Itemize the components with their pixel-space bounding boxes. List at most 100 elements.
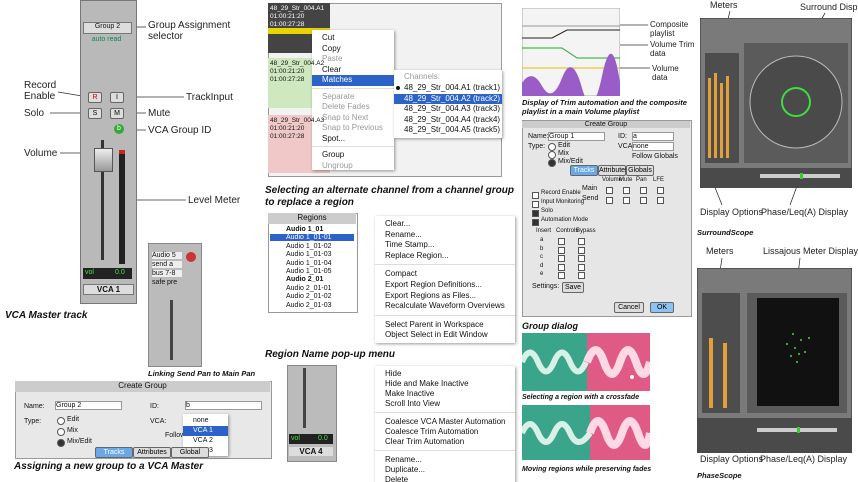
vca-option[interactable]: VCA 2 bbox=[193, 437, 213, 444]
channel-item[interactable]: 48_29_Str_004.A3 (track3) bbox=[404, 104, 501, 113]
tab[interactable]: Globals bbox=[626, 165, 654, 176]
menu-item[interactable]: Export Regions as Files... bbox=[385, 290, 477, 300]
menu-item[interactable]: Clear bbox=[322, 64, 342, 74]
menu-item[interactable]: Time Stamp... bbox=[385, 240, 435, 250]
menu-item[interactable]: Group bbox=[322, 150, 345, 159]
regions-header[interactable]: Regions bbox=[268, 213, 356, 224]
region-item[interactable]: Audio 1_01-04 bbox=[286, 259, 332, 267]
checkbox[interactable] bbox=[578, 238, 585, 245]
checkbox[interactable] bbox=[532, 219, 539, 226]
menu-item[interactable]: Matches bbox=[312, 75, 394, 86]
menu-item[interactable]: Ungroup bbox=[322, 160, 353, 170]
checkbox[interactable] bbox=[558, 255, 565, 262]
menu-item[interactable]: Rename... bbox=[385, 455, 422, 464]
radio[interactable] bbox=[548, 159, 556, 167]
menu-item[interactable]: Copy bbox=[322, 43, 341, 53]
record-button[interactable]: R bbox=[88, 92, 102, 103]
menu-item[interactable]: Select Parent in Workspace bbox=[385, 319, 484, 329]
checkbox[interactable] bbox=[558, 246, 565, 254]
checkbox[interactable] bbox=[558, 272, 565, 279]
menu-item[interactable]: Snap to Previous bbox=[322, 123, 383, 132]
menu-item[interactable]: Spot... bbox=[322, 133, 346, 143]
menu-item[interactable]: Scroll Into View bbox=[385, 399, 440, 408]
checkbox[interactable] bbox=[623, 187, 630, 194]
checkbox[interactable] bbox=[606, 187, 613, 194]
checkbox[interactable] bbox=[623, 197, 630, 204]
vca-option[interactable]: none bbox=[193, 417, 209, 424]
menu-item[interactable]: Coalesce VCA Master Automation bbox=[385, 417, 506, 426]
id-field[interactable]: b bbox=[185, 401, 262, 410]
radio[interactable] bbox=[57, 439, 65, 447]
checkbox[interactable] bbox=[578, 255, 585, 262]
region-item[interactable]: Audio 2_01 bbox=[286, 276, 324, 284]
menu-item[interactable]: Cut bbox=[322, 33, 335, 42]
save-button[interactable]: Save bbox=[562, 282, 584, 293]
channel-item[interactable]: 48_29_Str_004.A5 (track5) bbox=[404, 125, 501, 134]
radio[interactable] bbox=[548, 151, 556, 159]
checkbox[interactable] bbox=[578, 272, 585, 279]
menu-item[interactable]: Hide bbox=[385, 369, 402, 378]
menu-item[interactable]: Separate bbox=[322, 91, 355, 101]
menu-item[interactable]: Paste bbox=[322, 54, 343, 63]
checkbox[interactable] bbox=[532, 192, 539, 199]
radio[interactable] bbox=[57, 428, 65, 436]
region-item[interactable]: Audio 1_01 bbox=[286, 226, 324, 233]
tab[interactable]: Global bbox=[171, 447, 209, 458]
vca-field[interactable]: none bbox=[632, 142, 674, 151]
tab[interactable]: Attributes bbox=[133, 447, 171, 458]
menu-item[interactable]: Replace Region... bbox=[385, 250, 449, 260]
menu-item[interactable]: Make Inactive bbox=[385, 389, 435, 398]
region-item[interactable]: Audio 2_01-01 bbox=[286, 284, 332, 292]
menu-item[interactable]: Duplicate... bbox=[385, 465, 426, 474]
checkbox[interactable] bbox=[657, 197, 664, 204]
checkbox[interactable] bbox=[578, 246, 585, 254]
region-item[interactable]: Audio 1_01-01 bbox=[270, 234, 354, 242]
channel-item[interactable]: 48_29_Str_004.A4 (track4) bbox=[404, 114, 501, 124]
region-item[interactable]: Audio 2_01-03 bbox=[286, 301, 332, 309]
menu-item[interactable]: Export Region Definitions... bbox=[385, 280, 482, 289]
fader-cap[interactable] bbox=[94, 148, 113, 172]
checkbox[interactable] bbox=[640, 197, 647, 204]
region-item[interactable]: Audio 1_01-05 bbox=[286, 268, 332, 275]
tab[interactable]: Tracks bbox=[570, 165, 598, 176]
pre[interactable]: pre bbox=[167, 279, 178, 286]
automation-mode[interactable]: auto read bbox=[91, 36, 122, 43]
menu-item[interactable]: Compact bbox=[385, 269, 418, 279]
solo-button[interactable]: S bbox=[88, 108, 102, 119]
ok-button[interactable]: OK bbox=[650, 302, 674, 313]
menu-item[interactable]: Coalesce Trim Automation bbox=[385, 427, 479, 436]
mute-button[interactable]: M bbox=[110, 108, 124, 119]
safe[interactable]: safe bbox=[152, 279, 166, 286]
name-field[interactable]: Group 1 bbox=[548, 132, 605, 141]
checkbox[interactable] bbox=[532, 210, 539, 217]
tab[interactable]: Attributes bbox=[598, 165, 629, 176]
channel-item[interactable]: 48_29_Str_004.A2 (track2) bbox=[394, 93, 502, 104]
radio[interactable] bbox=[548, 143, 556, 151]
region-item[interactable]: Audio 1_01-03 bbox=[286, 251, 332, 259]
input-button[interactable]: I bbox=[110, 92, 124, 103]
menu-item[interactable]: Recalculate Waveform Overviews bbox=[385, 301, 505, 311]
group-selector[interactable]: Group 2 bbox=[83, 22, 132, 34]
menu-item[interactable]: Hide and Make Inactive bbox=[385, 379, 469, 388]
follow[interactable]: Follow Globals bbox=[632, 153, 678, 160]
follow[interactable]: Follow bbox=[165, 432, 186, 439]
name-field[interactable]: Group 2 bbox=[55, 401, 122, 410]
region-item[interactable]: Audio 2_01-02 bbox=[286, 293, 332, 301]
menu-item[interactable]: Rename... bbox=[385, 229, 422, 239]
menu-item[interactable]: Object Select in Edit Window bbox=[385, 330, 488, 340]
tab[interactable]: Tracks bbox=[95, 447, 133, 458]
menu-item[interactable]: Clear Trim Automation bbox=[385, 437, 465, 446]
vca-option[interactable]: VCA 1 bbox=[183, 426, 228, 436]
channel-item[interactable]: 48_29_Str_004.A1 (track1) bbox=[394, 83, 502, 93]
region-item[interactable]: Audio 1_01-02 bbox=[286, 242, 332, 250]
checkbox[interactable] bbox=[606, 197, 613, 204]
menu-item[interactable]: Delete bbox=[385, 475, 409, 482]
menu-item[interactable]: Snap to Next bbox=[322, 112, 369, 122]
checkbox[interactable] bbox=[558, 263, 565, 271]
cancel-button[interactable]: Cancel bbox=[614, 302, 644, 313]
menu-item[interactable]: Delete Fades bbox=[322, 102, 370, 111]
menu-item[interactable]: Clear... bbox=[385, 219, 411, 228]
checkbox[interactable] bbox=[657, 187, 664, 194]
send-knob[interactable] bbox=[186, 252, 196, 262]
id-field[interactable]: a bbox=[632, 132, 674, 141]
